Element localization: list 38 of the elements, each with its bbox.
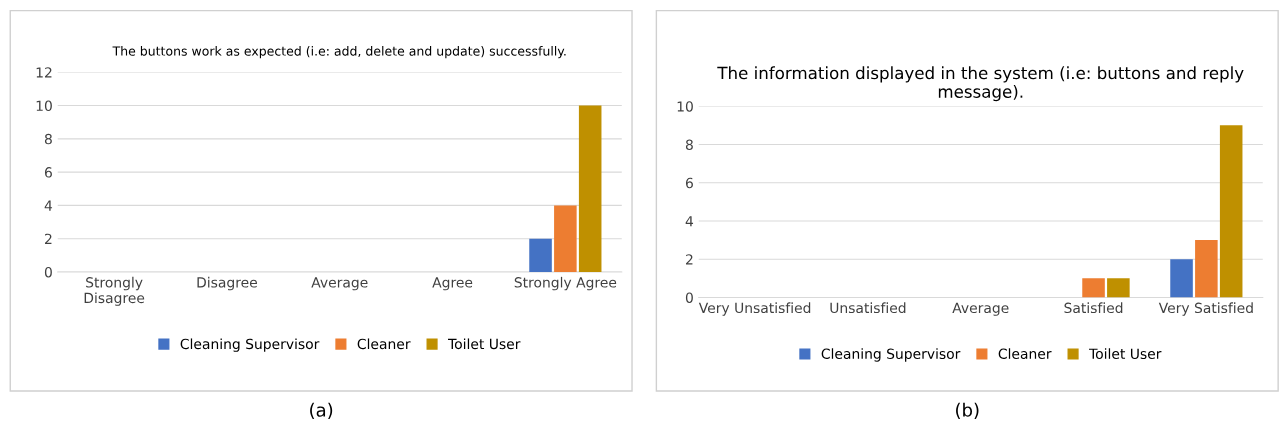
x-tick-label: Disagree — [197, 276, 257, 291]
bar — [1170, 259, 1193, 298]
chart-title: The information displayed in the system (i.e: buttons and reply message). — [717, 66, 1244, 102]
y-tick-label: 8 — [685, 139, 693, 150]
y-tick-label: 0 — [44, 266, 52, 278]
y-tick-label: 4 — [685, 216, 694, 227]
y-tick-label: 2 — [686, 254, 693, 265]
legend-label: Toilet User — [448, 338, 521, 350]
y-tick-label: 2 — [45, 233, 52, 244]
legend-label: Cleaning Supervisor — [821, 348, 961, 362]
bar — [1219, 125, 1243, 298]
y-tick-label: 8 — [44, 133, 52, 145]
x-tick-label: Satisfied — [1064, 302, 1123, 314]
bar — [1107, 278, 1130, 298]
y-tick-label: 0 — [685, 292, 693, 303]
y-tick-label: 10 — [677, 101, 693, 112]
x-tick-label: Very Satisfied — [1158, 302, 1253, 316]
chart-title: The buttons work as expected (i.e: add, delete and update) successfully. — [112, 46, 566, 59]
y-tick-label: 4 — [44, 200, 53, 211]
x-tick-label: Average — [952, 302, 1009, 316]
y-tick-label: 10 — [36, 100, 52, 112]
legend-label: Toilet User — [1089, 348, 1162, 359]
x-tick-label: Very Unsatisfied — [698, 302, 811, 316]
x-tick-label: Unsatisfied — [830, 302, 906, 314]
legend-label: Cleaner — [357, 338, 411, 350]
bar — [1195, 240, 1218, 298]
text: (a) — [310, 402, 333, 419]
y-tick-label: 6 — [685, 177, 693, 189]
x-tick-label: Average — [311, 277, 368, 291]
y-tick-label: 6 — [44, 167, 52, 178]
x-tick-label: Agree — [432, 277, 473, 291]
y-tick-label: 12 — [36, 67, 52, 78]
legend-label: Cleaner — [998, 348, 1052, 359]
x-tick-label: Strongly Disagree — [84, 276, 145, 306]
legend-label: Cleaning Supervisor — [180, 338, 320, 352]
text: (b) — [956, 402, 979, 419]
x-tick-label: Strongly Agree — [514, 276, 617, 291]
bar — [1082, 278, 1105, 298]
